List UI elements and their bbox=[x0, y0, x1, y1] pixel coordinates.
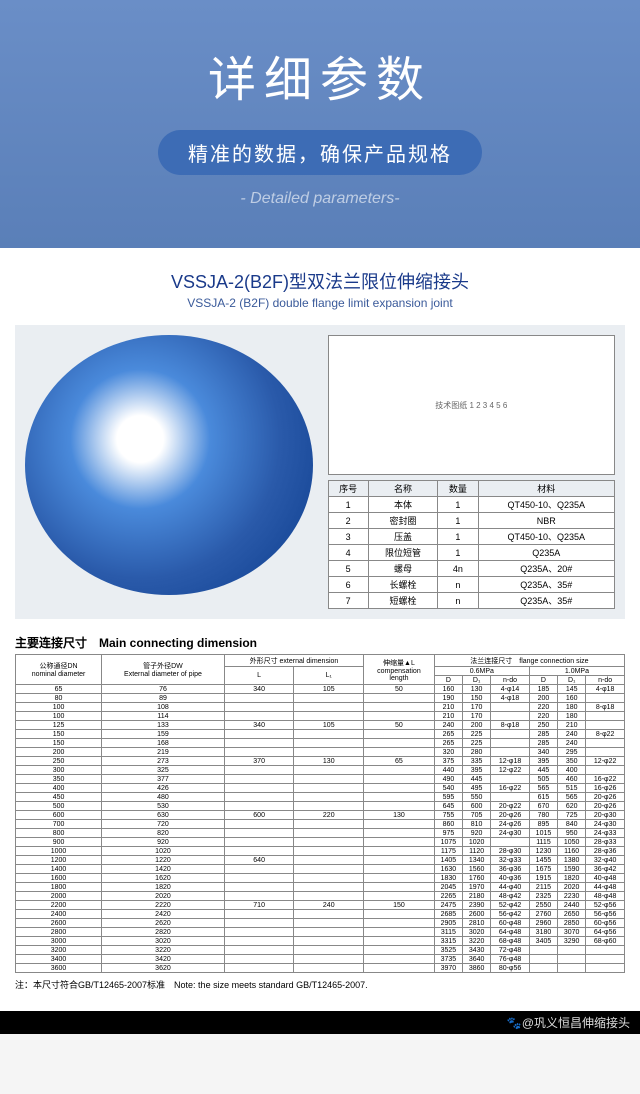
product-subtitle: VSSJA-2 (B2F) double flange limit expans… bbox=[15, 296, 625, 310]
table-row: 900920107510201115105028-φ33 bbox=[16, 838, 625, 847]
table-row: 300030203315322068-φ483405329068-φ60 bbox=[16, 937, 625, 946]
table-row: 30032544039512-φ22445400 bbox=[16, 766, 625, 775]
main-table: 公称通径DN nominal diameter管子外径DW External d… bbox=[15, 654, 625, 973]
table-row: 120012206401405134032-φ331455138032-φ40 bbox=[16, 856, 625, 865]
table-row: 200020202265218048-φ422325223048-φ48 bbox=[16, 892, 625, 901]
header-banner: 详细参数 精准的数据，确保产品规格 - Detailed parameters- bbox=[0, 0, 640, 248]
table-row: 60063060022013075570520-φ2678072520-φ30 bbox=[16, 811, 625, 820]
parts-header: 材料 bbox=[478, 481, 614, 497]
main-section-title: 主要连接尺寸 Main connecting dimension bbox=[15, 634, 625, 651]
parts-row: 1本体1QT450-10、Q235A bbox=[328, 497, 615, 513]
table-row: 220022207102401502475239052-φ42255024405… bbox=[16, 901, 625, 910]
table-row: 125133340105502402008-φ18250210 bbox=[16, 721, 625, 730]
product-panel: 技术图纸 1 2 3 4 5 6 序号名称数量材料 1本体1QT450-10、Q… bbox=[15, 325, 625, 619]
table-row: 70072086081024-φ2689584024-φ30 bbox=[16, 820, 625, 829]
table-row: 2502733701306537533512-φ1839535012-φ22 bbox=[16, 757, 625, 766]
parts-header: 序号 bbox=[328, 481, 368, 497]
parts-header: 名称 bbox=[368, 481, 437, 497]
table-row: 1501592652252852408-φ22 bbox=[16, 730, 625, 739]
table-row: 35037749044550546016-φ22 bbox=[16, 775, 625, 784]
parts-row: 7短螺栓nQ235A、35# bbox=[328, 593, 615, 609]
table-row: 320032203525343072-φ48 bbox=[16, 946, 625, 955]
table-row: 360036203970386080-φ56 bbox=[16, 964, 625, 973]
parts-header: 数量 bbox=[438, 481, 478, 497]
table-row: 200219320280340295 bbox=[16, 748, 625, 757]
header-title: 详细参数 bbox=[20, 40, 620, 110]
product-spec-box: 技术图纸 1 2 3 4 5 6 序号名称数量材料 1本体1QT450-10、Q… bbox=[328, 335, 616, 609]
table-row: 45048059555061556520-φ26 bbox=[16, 793, 625, 802]
table-row: 240024202685260056-φ422760265056-φ56 bbox=[16, 910, 625, 919]
table-row: 6576340105501601304-φ141851454-φ18 bbox=[16, 685, 625, 694]
table-row: 180018202045197044-φ402115202044-φ48 bbox=[16, 883, 625, 892]
parts-table: 序号名称数量材料 1本体1QT450-10、Q235A2密封圈1NBR3压盖1Q… bbox=[328, 480, 616, 609]
header-english: - Detailed parameters- bbox=[20, 190, 620, 208]
parts-row: 4限位短管1Q235A bbox=[328, 545, 615, 561]
table-row: 150168265225285240 bbox=[16, 739, 625, 748]
technical-diagram: 技术图纸 1 2 3 4 5 6 bbox=[328, 335, 616, 475]
header-subtitle: 精准的数据，确保产品规格 bbox=[158, 130, 482, 175]
table-row: 1001082101702201808-φ18 bbox=[16, 703, 625, 712]
table-row: 140014201630156036-φ361675159036-φ42 bbox=[16, 865, 625, 874]
table-row: 80891901504-φ18200160 bbox=[16, 694, 625, 703]
main-dimension-section: 主要连接尺寸 Main connecting dimension 公称通径DN … bbox=[15, 634, 625, 991]
table-row: 340034203735364076-φ48 bbox=[16, 955, 625, 964]
product-title: VSSJA-2(B2F)型双法兰限位伸缩接头 bbox=[15, 268, 625, 294]
table-row: 160016201830176040-φ361915182040-φ48 bbox=[16, 874, 625, 883]
footer-text: 🐾@巩义恒昌伸缩接头 bbox=[507, 1016, 630, 1030]
parts-row: 3压盖1QT450-10、Q235A bbox=[328, 529, 615, 545]
product-image-box bbox=[25, 335, 313, 609]
parts-row: 5螺母4nQ235A、20# bbox=[328, 561, 615, 577]
parts-row: 2密封圈1NBR bbox=[328, 513, 615, 529]
table-row: 50053064560020-φ2267062020-φ26 bbox=[16, 802, 625, 811]
flange-image bbox=[25, 335, 313, 595]
table-row: 280028203115302064-φ483180307064-φ56 bbox=[16, 928, 625, 937]
table-note: 注：本尺寸符合GB/T12465-2007标准 Note: the size m… bbox=[15, 978, 625, 991]
table-row: 100114210170220180 bbox=[16, 712, 625, 721]
table-row: 40042654049516-φ2256551516-φ26 bbox=[16, 784, 625, 793]
parts-row: 6长螺栓nQ235A、35# bbox=[328, 577, 615, 593]
footer: 🐾@巩义恒昌伸缩接头 bbox=[0, 1011, 640, 1034]
content-panel: VSSJA-2(B2F)型双法兰限位伸缩接头 VSSJA-2 (B2F) dou… bbox=[0, 248, 640, 1011]
table-row: 100010201175112028-φ301230116028-φ36 bbox=[16, 847, 625, 856]
table-row: 260026202905281060-φ482960285060-φ56 bbox=[16, 919, 625, 928]
table-row: 80082097592024-φ30101595024-φ33 bbox=[16, 829, 625, 838]
